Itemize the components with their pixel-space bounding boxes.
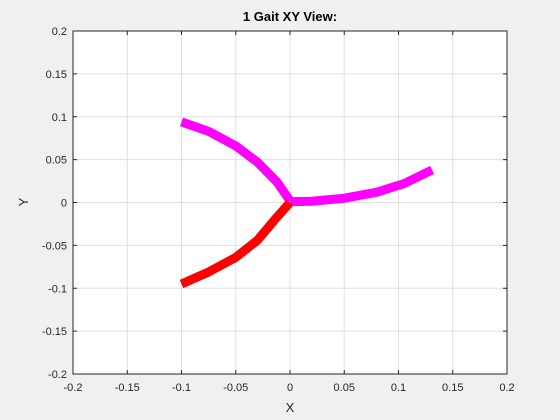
y-tick-label: -0.05 bbox=[42, 240, 67, 252]
y-tick-label: 0.05 bbox=[46, 155, 67, 167]
y-axis-label: Y bbox=[16, 197, 31, 206]
x-tick-label: 0.05 bbox=[334, 382, 355, 394]
y-tick-label: 0.15 bbox=[46, 69, 67, 81]
x-tick-label: 0.1 bbox=[391, 382, 406, 394]
x-tick-label: -0.2 bbox=[64, 382, 83, 394]
x-tick-label: 0 bbox=[287, 382, 293, 394]
x-tick-label: -0.1 bbox=[172, 382, 191, 394]
x-tick-label: -0.15 bbox=[115, 382, 140, 394]
y-tick-label: 0.2 bbox=[52, 26, 67, 38]
x-tick-label: -0.05 bbox=[223, 382, 248, 394]
x-tick-label: 0.15 bbox=[442, 382, 463, 394]
y-tick-label: -0.2 bbox=[48, 369, 67, 381]
y-tick-label: 0.1 bbox=[52, 112, 67, 124]
y-tick-label: 0 bbox=[61, 198, 67, 210]
x-tick-label: 0.2 bbox=[499, 382, 514, 394]
y-tick-label: -0.15 bbox=[42, 326, 67, 338]
chart-title: 1 Gait XY View: bbox=[243, 9, 337, 24]
x-axis-label: X bbox=[286, 400, 295, 415]
y-tick-label: -0.1 bbox=[48, 283, 67, 295]
